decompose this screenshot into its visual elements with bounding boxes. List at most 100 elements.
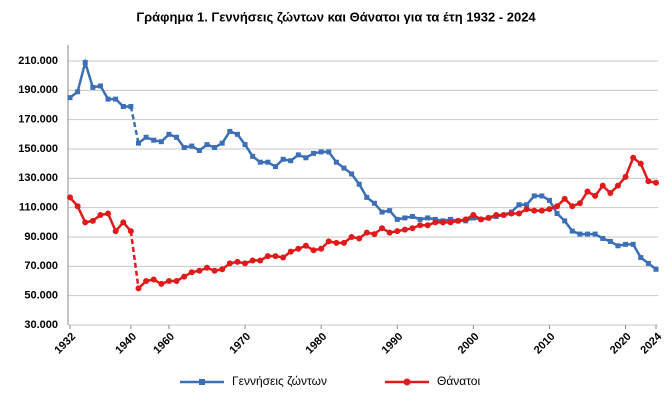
marker [585, 231, 591, 237]
marker [295, 152, 301, 158]
marker [371, 200, 377, 206]
marker [546, 206, 553, 213]
y-tick-label: 70.000 [24, 260, 58, 272]
marker [318, 245, 325, 252]
marker [82, 219, 89, 226]
marker [516, 210, 523, 217]
marker [508, 210, 515, 217]
marker [562, 218, 568, 224]
marker [493, 212, 500, 218]
marker [280, 254, 287, 261]
marker [394, 216, 400, 222]
marker [364, 194, 370, 200]
x-tick-label: 2000 [456, 331, 482, 357]
marker [82, 59, 88, 65]
marker [181, 273, 188, 280]
marker [386, 229, 393, 236]
x-tick-label: 2024 [638, 330, 664, 356]
marker [204, 142, 210, 148]
legend-label: Γεννήσεις ζώντων [232, 374, 327, 388]
marker [120, 103, 126, 109]
marker [272, 253, 279, 260]
marker [645, 260, 651, 266]
marker [462, 216, 469, 223]
marker [417, 216, 423, 222]
marker [135, 285, 142, 292]
marker [265, 159, 271, 165]
marker [363, 229, 370, 236]
marker [97, 212, 104, 218]
legend-marker [403, 378, 411, 386]
marker [424, 222, 431, 229]
marker [584, 188, 591, 195]
marker [500, 212, 507, 218]
marker [600, 235, 606, 241]
marker [576, 200, 583, 207]
marker [645, 178, 652, 185]
marker [569, 228, 575, 234]
marker [189, 143, 195, 149]
marker [607, 238, 613, 244]
marker [531, 193, 537, 199]
marker [622, 173, 629, 180]
dashed-connector [129, 230, 140, 289]
marker [219, 266, 226, 273]
marker [196, 147, 202, 153]
marker [113, 96, 119, 102]
marker [227, 128, 233, 134]
marker [401, 226, 408, 233]
marker [333, 159, 339, 165]
marker [561, 195, 568, 202]
marker [439, 219, 446, 226]
marker [75, 89, 81, 95]
marker [394, 228, 401, 235]
marker [158, 280, 165, 287]
x-tick-label: 1990 [380, 331, 406, 357]
marker [302, 242, 309, 249]
marker [614, 182, 621, 189]
marker [653, 179, 659, 186]
marker [242, 142, 248, 148]
marker [120, 219, 127, 226]
marker [379, 225, 386, 232]
marker [272, 164, 278, 170]
marker [371, 231, 378, 238]
marker [97, 83, 103, 89]
marker [524, 202, 530, 208]
marker [387, 208, 393, 214]
x-tick-label: 2010 [532, 331, 558, 357]
marker [569, 203, 576, 210]
marker [280, 156, 286, 162]
marker [341, 165, 347, 171]
marker [333, 239, 340, 246]
y-tick-label: 90.000 [24, 231, 58, 243]
y-tick-label: 30.000 [24, 319, 58, 331]
y-tick-label: 190.000 [18, 84, 58, 96]
marker [166, 131, 172, 137]
marker [340, 239, 347, 246]
marker [531, 207, 538, 214]
marker [409, 213, 415, 219]
marker [554, 211, 560, 217]
marker [105, 210, 112, 217]
marker [165, 278, 172, 284]
marker [538, 207, 545, 214]
marker [181, 145, 187, 151]
marker [234, 258, 241, 265]
y-tick-label: 110.000 [19, 202, 58, 214]
marker [630, 241, 636, 247]
marker [577, 231, 583, 237]
marker [348, 234, 355, 240]
marker [151, 137, 157, 143]
marker [516, 202, 522, 208]
marker [203, 264, 210, 271]
marker [295, 245, 302, 252]
marker [356, 235, 363, 242]
marker [325, 238, 332, 245]
y-tick-label: 130.000 [18, 172, 58, 184]
marker [250, 153, 256, 159]
y-tick-label: 170.000 [18, 114, 58, 126]
marker [257, 257, 264, 264]
marker [143, 134, 149, 140]
marker [212, 145, 218, 151]
